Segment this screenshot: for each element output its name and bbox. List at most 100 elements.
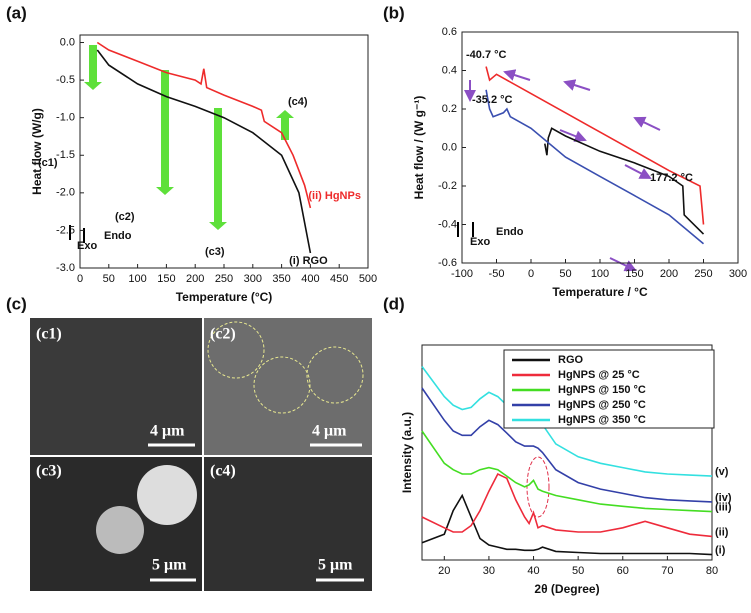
legend-label: HgNPS @ 150 °C bbox=[558, 384, 646, 396]
y-tick-label: -0.6 bbox=[438, 257, 457, 269]
panel-label: (d) bbox=[383, 294, 405, 313]
y-tick-label: 0.4 bbox=[442, 64, 457, 76]
y-tick-label: 0.2 bbox=[442, 103, 457, 115]
y-axis-label: Heat flow (W/g) bbox=[30, 108, 44, 195]
tile-label: (c4) bbox=[210, 463, 236, 480]
highlight-ellipse bbox=[526, 456, 550, 518]
direction-arrow bbox=[633, 116, 661, 131]
x-tick-label: 250 bbox=[215, 273, 233, 285]
series-line bbox=[485, 66, 705, 225]
series-line bbox=[421, 430, 713, 513]
y-tick-label: -2.5 bbox=[56, 224, 75, 236]
x-tick-label: 50 bbox=[103, 273, 115, 285]
scale-label: 4 μm bbox=[312, 423, 347, 440]
y-axis-label: Heat flow / (W g⁻¹) bbox=[412, 96, 426, 200]
y-axis-label: Intensity (a.u.) bbox=[400, 412, 414, 493]
series-line bbox=[421, 472, 713, 538]
x-tick-label: 450 bbox=[330, 273, 348, 285]
annotation: Endo bbox=[104, 230, 132, 242]
annotation: -35.2 °C bbox=[472, 94, 513, 106]
series-line bbox=[421, 493, 713, 556]
sphere bbox=[137, 465, 197, 525]
x-tick-label: 80 bbox=[706, 565, 718, 577]
curve-label: (i) bbox=[715, 545, 726, 557]
x-tick-label: 50 bbox=[572, 565, 584, 577]
series-label: (i) RGO bbox=[289, 255, 328, 267]
arrow-shaft bbox=[214, 108, 222, 222]
curve-label: (iii) bbox=[715, 502, 732, 514]
highlight-circles bbox=[207, 321, 364, 414]
direction-arrow bbox=[624, 164, 652, 179]
x-tick-label: 200 bbox=[660, 268, 678, 280]
annotation: -40.7 °C bbox=[466, 49, 507, 61]
y-tick-label: -0.4 bbox=[438, 218, 457, 230]
x-tick-label: 150 bbox=[157, 273, 175, 285]
x-axis-label: Temperature (°C) bbox=[176, 290, 273, 304]
x-tick-label: 30 bbox=[483, 565, 495, 577]
x-tick-label: -100 bbox=[451, 268, 473, 280]
x-axis-label: Temperature / °C bbox=[552, 285, 648, 299]
annotation: 177.2 °C bbox=[650, 172, 693, 184]
sem-panel: (c) (c1) 4 μm (c2) 4 μm (c3) 5 μm (c4) 5… bbox=[6, 294, 372, 591]
scale-label: 5 μm bbox=[318, 557, 353, 574]
sphere bbox=[96, 506, 144, 554]
x-tick-label: 0 bbox=[77, 273, 83, 285]
x-tick-label: -50 bbox=[489, 268, 505, 280]
series-line bbox=[485, 89, 705, 245]
annotation: (c4) bbox=[288, 96, 308, 108]
series-line bbox=[421, 387, 713, 503]
y-tick-label: -0.5 bbox=[56, 74, 75, 86]
x-tick-label: 100 bbox=[128, 273, 146, 285]
direction-arrow bbox=[559, 129, 587, 142]
arrow-shaft bbox=[281, 118, 289, 140]
x-tick-label: 400 bbox=[301, 273, 319, 285]
legend-label: RGO bbox=[558, 354, 584, 366]
arrow-head bbox=[276, 110, 294, 118]
y-tick-label: -0.2 bbox=[438, 180, 457, 192]
series-line bbox=[96, 49, 312, 254]
panel-label: (b) bbox=[383, 3, 405, 22]
direction-arrow bbox=[503, 69, 531, 81]
direction-arrow bbox=[609, 257, 637, 272]
legend-label: HgNPS @ 25 °C bbox=[558, 369, 640, 381]
arrow-head bbox=[209, 222, 227, 230]
sem-image bbox=[204, 318, 372, 455]
series-line bbox=[544, 127, 705, 235]
scale-label: 5 μm bbox=[152, 557, 187, 574]
y-tick-label: -3.0 bbox=[56, 262, 75, 274]
x-tick-label: 250 bbox=[694, 268, 712, 280]
curve-label: (ii) bbox=[715, 526, 729, 538]
tile-label: (c2) bbox=[210, 326, 236, 343]
annotation: (c2) bbox=[115, 211, 135, 223]
tile-label: (c3) bbox=[36, 463, 62, 480]
x-axis-label: 2θ (Degree) bbox=[534, 582, 599, 596]
x-tick-label: 60 bbox=[617, 565, 629, 577]
arrow-shaft bbox=[89, 45, 97, 82]
y-tick-label: 0.0 bbox=[60, 36, 75, 48]
plot-frame bbox=[421, 344, 713, 561]
legend-label: HgNPS @ 250 °C bbox=[558, 399, 646, 411]
x-tick-label: 0 bbox=[528, 268, 534, 280]
x-tick-label: 500 bbox=[359, 273, 377, 285]
arrow-head bbox=[84, 82, 102, 90]
annotation: (c1) bbox=[38, 157, 58, 169]
curve-label: (v) bbox=[715, 466, 729, 478]
y-tick-label: -1.0 bbox=[56, 112, 75, 124]
x-tick-label: 50 bbox=[559, 268, 571, 280]
arrow-head bbox=[156, 187, 174, 195]
curve-label: (iv) bbox=[715, 492, 732, 504]
series-line bbox=[96, 41, 312, 209]
x-tick-label: 300 bbox=[729, 268, 747, 280]
x-tick-label: 70 bbox=[661, 565, 673, 577]
scale-label: 4 μm bbox=[150, 423, 185, 440]
annotation: Exo bbox=[77, 240, 97, 252]
annotation: (c3) bbox=[205, 246, 225, 258]
sem-image bbox=[30, 318, 202, 455]
annotation: Endo bbox=[496, 226, 524, 238]
x-tick-label: 40 bbox=[527, 565, 539, 577]
panel-label: (a) bbox=[6, 3, 27, 22]
y-tick-label: 0.0 bbox=[442, 141, 457, 153]
x-tick-label: 100 bbox=[591, 268, 609, 280]
x-tick-label: 300 bbox=[244, 273, 262, 285]
x-tick-label: 150 bbox=[625, 268, 643, 280]
